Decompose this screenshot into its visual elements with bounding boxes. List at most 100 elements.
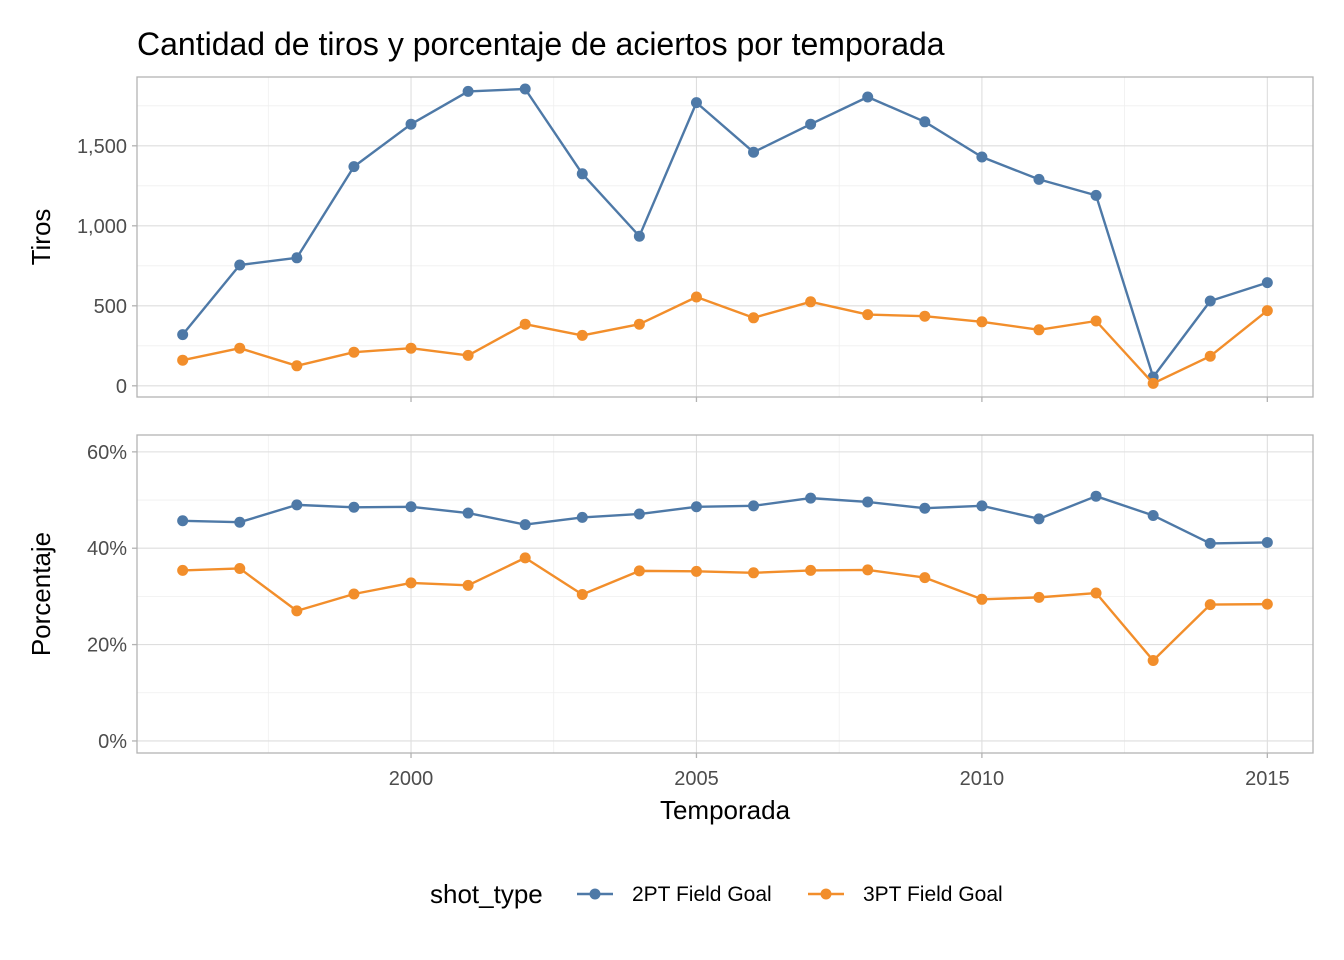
series-line bbox=[182, 295, 1269, 385]
data-point bbox=[1261, 277, 1273, 289]
data-point bbox=[633, 230, 645, 242]
data-point bbox=[348, 161, 360, 173]
data-point bbox=[748, 567, 760, 579]
y-tick-label: 1,000 bbox=[77, 216, 127, 238]
data-point bbox=[1147, 377, 1159, 389]
data-point bbox=[291, 252, 303, 264]
data-point bbox=[1261, 536, 1273, 548]
legend-key-point-2pt bbox=[589, 888, 601, 900]
data-point bbox=[1261, 305, 1273, 317]
y-tick-label: 500 bbox=[94, 296, 127, 318]
y-tick-label: 1,500 bbox=[77, 136, 127, 158]
data-point bbox=[862, 496, 874, 508]
data-point bbox=[805, 492, 817, 504]
legend-item-3pt: 3PT Field Goal bbox=[808, 883, 1003, 906]
data-point bbox=[748, 312, 760, 324]
x-tick-label: 2005 bbox=[674, 768, 719, 790]
legend-title: shot_type bbox=[430, 879, 543, 909]
panel-porcentaje: 0% 20% 40% 60% bbox=[87, 434, 1314, 754]
y-axis-title-porcentaje: Porcentaje bbox=[26, 532, 56, 656]
data-point bbox=[405, 501, 417, 513]
data-point bbox=[690, 501, 702, 513]
y-tick-label: 0% bbox=[98, 731, 127, 753]
data-point bbox=[1090, 587, 1102, 599]
legend-label-2pt: 2PT Field Goal bbox=[632, 883, 772, 906]
data-point bbox=[862, 309, 874, 321]
data-point bbox=[976, 316, 988, 328]
data-point bbox=[462, 349, 474, 361]
y-tick-label: 60% bbox=[87, 442, 127, 464]
data-point bbox=[291, 499, 303, 511]
data-point bbox=[690, 291, 702, 303]
y-tick-label: 0 bbox=[116, 376, 127, 398]
data-point bbox=[519, 83, 531, 95]
data-point bbox=[976, 500, 988, 512]
panel-border bbox=[136, 434, 1314, 754]
data-point bbox=[177, 515, 189, 527]
data-point bbox=[348, 346, 360, 358]
data-point bbox=[690, 97, 702, 109]
data-point bbox=[1033, 324, 1045, 336]
panel-border bbox=[136, 76, 1314, 398]
data-point bbox=[1033, 173, 1045, 185]
data-point bbox=[919, 572, 931, 584]
y-tick-label: 20% bbox=[87, 635, 127, 657]
data-point bbox=[291, 360, 303, 372]
data-point bbox=[576, 329, 588, 341]
data-point bbox=[1033, 591, 1045, 603]
data-point bbox=[519, 318, 531, 330]
data-point bbox=[805, 564, 817, 576]
data-point bbox=[1033, 513, 1045, 525]
data-point bbox=[1090, 490, 1102, 502]
data-point bbox=[805, 296, 817, 308]
data-point bbox=[1090, 189, 1102, 201]
data-point bbox=[748, 500, 760, 512]
data-point bbox=[1147, 654, 1159, 666]
data-point bbox=[919, 116, 931, 128]
series-line bbox=[181, 87, 1268, 379]
data-point bbox=[462, 579, 474, 591]
data-point bbox=[1204, 599, 1216, 611]
data-point bbox=[234, 516, 246, 528]
data-point bbox=[919, 310, 931, 322]
series-line bbox=[182, 494, 1268, 545]
y-axis-title-tiros: Tiros bbox=[26, 209, 56, 266]
series-line bbox=[182, 556, 1268, 662]
data-point bbox=[576, 588, 588, 600]
data-point bbox=[405, 118, 417, 130]
data-point bbox=[976, 593, 988, 605]
data-point bbox=[633, 318, 645, 330]
data-point bbox=[1261, 598, 1273, 610]
data-point bbox=[462, 85, 474, 97]
data-point bbox=[633, 565, 645, 577]
data-point bbox=[919, 502, 931, 514]
data-point bbox=[748, 146, 760, 158]
y-tick-label: 40% bbox=[87, 538, 127, 560]
data-point bbox=[519, 552, 531, 564]
data-point bbox=[1147, 509, 1159, 521]
data-point bbox=[177, 329, 189, 341]
x-axis-title: Temporada bbox=[660, 795, 791, 825]
data-point bbox=[576, 168, 588, 180]
x-axis: 2000 2005 2010 2015 bbox=[389, 753, 1290, 790]
data-point bbox=[291, 605, 303, 617]
legend-item-2pt: 2PT Field Goal bbox=[577, 883, 772, 906]
legend-key-point-3pt bbox=[820, 888, 832, 900]
data-point bbox=[862, 564, 874, 576]
data-point bbox=[805, 118, 817, 130]
data-point bbox=[177, 564, 189, 576]
x-tick-label: 2015 bbox=[1245, 768, 1290, 790]
data-point bbox=[519, 519, 531, 531]
x-tick-label: 2010 bbox=[960, 768, 1005, 790]
data-point bbox=[234, 342, 246, 354]
data-point bbox=[462, 507, 474, 519]
data-point bbox=[576, 511, 588, 523]
data-point bbox=[633, 508, 645, 520]
data-point bbox=[1204, 350, 1216, 362]
data-point bbox=[234, 562, 246, 574]
data-point bbox=[862, 91, 874, 103]
legend: shot_type 2PT Field Goal 3PT Field Goal bbox=[430, 879, 1003, 909]
data-point bbox=[1204, 537, 1216, 549]
chart-title: Cantidad de tiros y porcentaje de aciert… bbox=[137, 26, 945, 62]
